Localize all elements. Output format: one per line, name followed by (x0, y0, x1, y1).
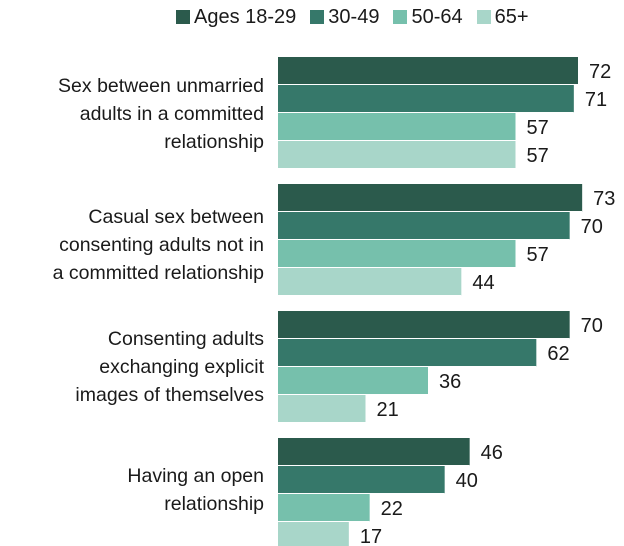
bar-separator (278, 366, 537, 367)
bar-separator (278, 465, 470, 466)
bar (278, 184, 583, 212)
data-label: 21 (377, 399, 399, 421)
data-label: 73 (593, 188, 615, 210)
legend-label: 65+ (494, 6, 529, 28)
legend-swatch (393, 10, 408, 24)
data-label: 70 (581, 315, 603, 337)
bar-separator (278, 295, 462, 296)
bar-separator (278, 140, 516, 141)
legend-item-2: 50-64 (393, 5, 463, 29)
legend-swatch (310, 10, 325, 24)
category-label: Casual sex between consenting adults not… (52, 206, 264, 284)
data-label: 46 (481, 442, 503, 464)
legend-label: Ages 18-29 (194, 6, 297, 28)
bar (278, 466, 445, 494)
bar-separator (278, 168, 516, 169)
data-label: 57 (527, 244, 549, 266)
category-label: Sex between unmarried adults in a commit… (58, 75, 264, 153)
data-label: 22 (381, 498, 403, 520)
bar-separator (278, 422, 366, 423)
bar-separator (278, 338, 570, 339)
bar-separator (278, 211, 583, 212)
data-label: 36 (439, 371, 461, 393)
bar (278, 268, 462, 296)
bar (278, 395, 366, 423)
legend-item-3: 65+ (476, 5, 529, 29)
bar-separator (278, 493, 445, 494)
bar-separator (278, 521, 370, 522)
data-label: 57 (527, 117, 549, 139)
data-label: 40 (456, 470, 478, 492)
bar (278, 438, 470, 466)
data-label: 17 (360, 526, 382, 546)
legend-item-0: Ages 18-29 (176, 5, 296, 29)
bar-separator (278, 394, 428, 395)
bar (278, 339, 537, 367)
bar (278, 522, 349, 546)
bar (278, 367, 428, 395)
bar (278, 57, 578, 85)
data-label: 70 (581, 216, 603, 238)
data-label: 57 (527, 145, 549, 167)
bar-separator (278, 267, 516, 268)
bar-separator (278, 112, 574, 113)
category-label: Consenting adults exchanging explicit im… (75, 328, 264, 406)
bar (278, 113, 516, 141)
bar (278, 85, 574, 113)
legend-swatch (176, 10, 190, 24)
bar (278, 240, 516, 268)
data-label: 72 (589, 61, 611, 83)
bar (278, 311, 570, 339)
legend: Ages 18-29 30-49 50-64 65+ (176, 5, 529, 29)
bar (278, 141, 516, 169)
bar-separator (278, 239, 570, 240)
legend-label: 30-49 (328, 6, 380, 28)
bar-separator (278, 84, 578, 85)
legend-label: 50-64 (411, 6, 463, 28)
legend-item-1: 30-49 (310, 5, 379, 29)
data-label: 44 (472, 272, 494, 294)
bar (278, 212, 570, 240)
category-label: Having an open relationship (127, 465, 264, 515)
data-label: 62 (547, 343, 569, 365)
bar (278, 494, 370, 522)
legend-swatch (476, 10, 491, 24)
data-label: 71 (585, 89, 607, 111)
